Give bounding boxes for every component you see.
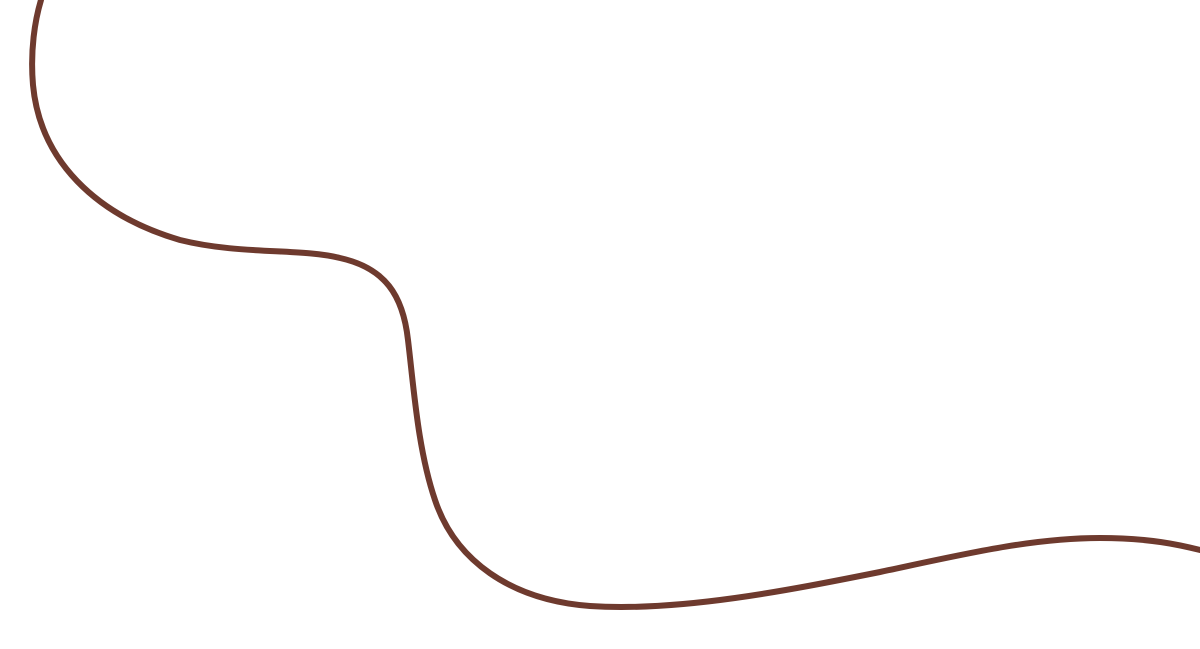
wavy-line (29, 0, 1200, 611)
